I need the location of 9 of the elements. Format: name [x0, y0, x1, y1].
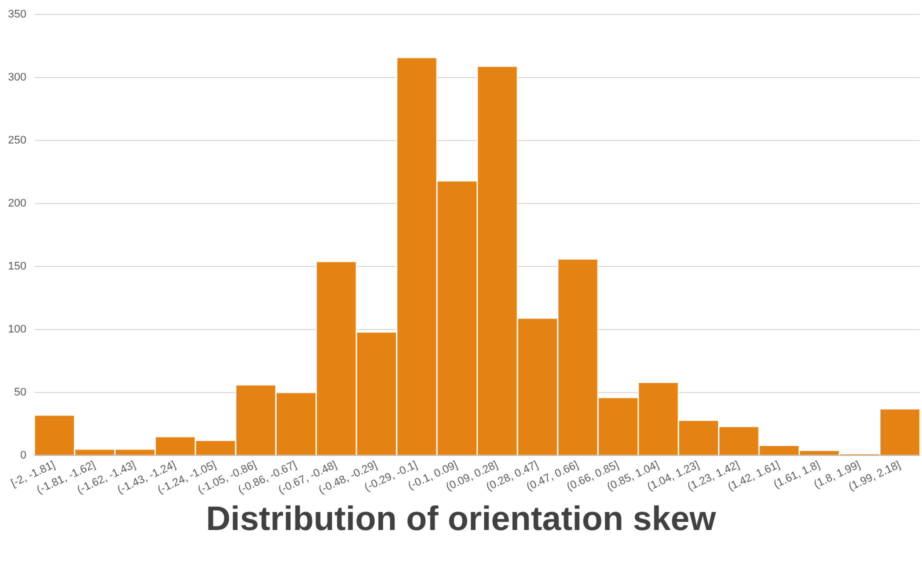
y-tick-label: 150 — [8, 260, 26, 273]
text: Distribution of orientation skew — [204, 500, 718, 539]
y-tick-label: 250 — [8, 134, 26, 147]
y-tick-label: 50 — [14, 386, 26, 398]
y-tick-label: 300 — [8, 72, 26, 84]
y-tick-label: 0 — [20, 449, 26, 462]
y-tick-label: 200 — [8, 198, 26, 210]
y-tick-label: 350 — [8, 8, 26, 21]
y-tick-label: 100 — [8, 324, 26, 336]
